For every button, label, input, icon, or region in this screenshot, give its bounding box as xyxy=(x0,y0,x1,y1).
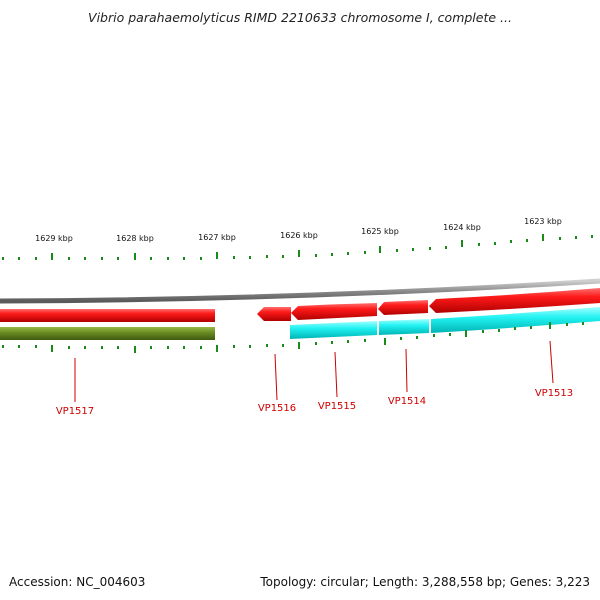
gene-vp1513[interactable] xyxy=(429,288,600,313)
backbone-arc xyxy=(0,278,600,304)
leader-vp1514 xyxy=(405,348,408,393)
cds-track-vp1515[interactable] xyxy=(290,321,377,339)
leader-vp1516 xyxy=(274,353,278,401)
leader-vp1515 xyxy=(334,351,338,398)
scale-label-1624: 1624 kbp xyxy=(443,223,481,232)
cds-track-vp1514[interactable] xyxy=(379,319,429,335)
gene-label-vp1517[interactable]: VP1517 xyxy=(56,406,94,417)
inner-scale-ticks xyxy=(2,322,584,353)
gene-label-vp1514[interactable]: VP1514 xyxy=(388,396,426,407)
gene-label-vp1515[interactable]: VP1515 xyxy=(318,401,356,412)
scale-label-1625: 1625 kbp xyxy=(361,227,399,236)
scale-label-1629: 1629 kbp xyxy=(35,234,73,243)
gene-vp1517-cds[interactable] xyxy=(0,327,215,340)
gene-label-vp1513[interactable]: VP1513 xyxy=(535,388,573,399)
gene-vp1516[interactable] xyxy=(257,307,291,321)
scale-label-1626: 1626 kbp xyxy=(280,231,318,240)
map-title: Vibrio parahaemolyticus RIMD 2210633 chr… xyxy=(88,10,512,25)
gene-vp1517-forward[interactable] xyxy=(0,309,215,322)
scale-label-1623: 1623 kbp xyxy=(524,217,562,226)
scale-label-1628: 1628 kbp xyxy=(116,234,154,243)
gene-label-vp1516[interactable]: VP1516 xyxy=(258,403,296,414)
gene-vp1515[interactable] xyxy=(291,303,377,320)
leader-vp1513 xyxy=(549,340,554,384)
cds-track-vp1513[interactable] xyxy=(431,307,600,333)
accession-label: Accession: NC_004603 xyxy=(9,575,146,589)
scale-label-1627: 1627 kbp xyxy=(198,233,236,242)
genome-summary: Topology: circular; Length: 3,288,558 bp… xyxy=(260,575,590,589)
outer-scale-ticks xyxy=(2,234,593,260)
gene-vp1514[interactable] xyxy=(378,300,428,315)
